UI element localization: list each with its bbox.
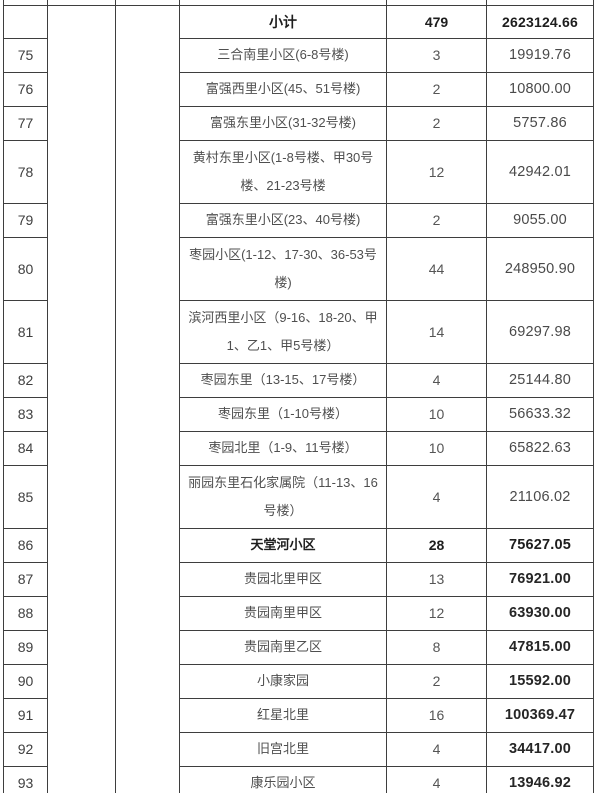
amount-cell: 25144.80 bbox=[486, 362, 594, 398]
community-name-cell: 枣园东里（13-15、17号楼） bbox=[179, 362, 387, 398]
community-name-cell: 富强西里小区(45、51号楼) bbox=[179, 71, 387, 107]
count-cell: 12 bbox=[386, 139, 487, 204]
community-name-cell: 枣园东里（1-10号楼） bbox=[179, 396, 387, 432]
row-number-cell: 84 bbox=[3, 430, 48, 466]
community-name-cell: 枣园小区(1-12、17-30、36-53号 楼) bbox=[179, 236, 387, 301]
amount-cell: 34417.00 bbox=[486, 731, 594, 767]
table-row: 75 三合南里小区(6-8号楼) 3 19919.76 bbox=[3, 37, 594, 73]
row-number-cell: 92 bbox=[3, 731, 48, 767]
count-cell: 28 bbox=[386, 527, 487, 563]
table-row: 82 枣园东里（13-15、17号楼） 4 25144.80 bbox=[3, 362, 594, 398]
count-cell: 4 bbox=[386, 362, 487, 398]
count-cell: 12 bbox=[386, 595, 487, 631]
community-name-cell: 旧宫北里 bbox=[179, 731, 387, 767]
subtotal-label-cell: 小计 bbox=[179, 4, 387, 39]
row-number-cell: 78 bbox=[3, 139, 48, 204]
count-cell: 2 bbox=[386, 202, 487, 238]
amount-cell: 5757.86 bbox=[486, 105, 594, 141]
row-number-cell: 83 bbox=[3, 396, 48, 432]
count-cell: 2 bbox=[386, 663, 487, 699]
amount-cell: 75627.05 bbox=[486, 527, 594, 563]
community-name-cell: 小康家园 bbox=[179, 663, 387, 699]
table-row: 81 滨河西里小区（9-16、18-20、甲 1、乙1、甲5号楼） 14 692… bbox=[3, 299, 594, 364]
row-number-cell: 76 bbox=[3, 71, 48, 107]
amount-cell: 19919.76 bbox=[486, 37, 594, 73]
amount-cell: 69297.98 bbox=[486, 299, 594, 364]
subtotal-count-cell: 479 bbox=[386, 4, 487, 39]
community-name-cell: 滨河西里小区（9-16、18-20、甲 1、乙1、甲5号楼） bbox=[179, 299, 387, 364]
count-cell: 3 bbox=[386, 37, 487, 73]
table-row: 78 黄村东里小区(1-8号楼、甲30号 楼、21-23号楼 12 42942.… bbox=[3, 139, 594, 204]
count-cell: 14 bbox=[386, 299, 487, 364]
count-cell: 13 bbox=[386, 561, 487, 597]
amount-cell: 76921.00 bbox=[486, 561, 594, 597]
count-cell: 4 bbox=[386, 765, 487, 793]
table-row: 91 红星北里 16 100369.47 bbox=[3, 697, 594, 733]
amount-cell: 21106.02 bbox=[486, 464, 594, 529]
table-row: 80 枣园小区(1-12、17-30、36-53号 楼) 44 248950.9… bbox=[3, 236, 594, 301]
table-row: 90 小康家园 2 15592.00 bbox=[3, 663, 594, 699]
count-cell: 2 bbox=[386, 71, 487, 107]
table-row: 76 富强西里小区(45、51号楼) 2 10800.00 bbox=[3, 71, 594, 107]
amount-cell: 47815.00 bbox=[486, 629, 594, 665]
row-number-cell: 91 bbox=[3, 697, 48, 733]
community-name-cell: 贵园南里甲区 bbox=[179, 595, 387, 631]
amount-cell: 63930.00 bbox=[486, 595, 594, 631]
row-number-cell: 89 bbox=[3, 629, 48, 665]
amount-cell: 13946.92 bbox=[486, 765, 594, 793]
row-number-cell: 75 bbox=[3, 37, 48, 73]
count-cell: 2 bbox=[386, 105, 487, 141]
community-name-cell: 黄村东里小区(1-8号楼、甲30号 楼、21-23号楼 bbox=[179, 139, 387, 204]
row-number-cell: 77 bbox=[3, 105, 48, 141]
community-name-cell: 富强东里小区(23、40号楼) bbox=[179, 202, 387, 238]
row-number-cell: 87 bbox=[3, 561, 48, 597]
amount-cell: 100369.47 bbox=[486, 697, 594, 733]
amount-cell: 56633.32 bbox=[486, 396, 594, 432]
row-number-cell: 85 bbox=[3, 464, 48, 529]
community-name-cell: 红星北里 bbox=[179, 697, 387, 733]
table-row: 93 康乐园小区 4 13946.92 bbox=[3, 765, 594, 793]
table-row: 89 贵园南里乙区 8 47815.00 bbox=[3, 629, 594, 665]
count-cell: 44 bbox=[386, 236, 487, 301]
amount-cell: 65822.63 bbox=[486, 430, 594, 466]
table-row: 87 贵园北里甲区 13 76921.00 bbox=[3, 561, 594, 597]
row-number-cell: 93 bbox=[3, 765, 48, 793]
row-number-cell: 88 bbox=[3, 595, 48, 631]
row-number-cell: 86 bbox=[3, 527, 48, 563]
count-cell: 16 bbox=[386, 697, 487, 733]
row-number-cell: 82 bbox=[3, 362, 48, 398]
merged-empty-column bbox=[47, 4, 116, 793]
community-payment-table: 小计 479 2623124.66 75 三合南里小区(6-8号楼) 3 199… bbox=[3, 0, 594, 793]
amount-cell: 248950.90 bbox=[486, 236, 594, 301]
community-name-cell: 枣园北里（1-9、11号楼） bbox=[179, 430, 387, 466]
table-row: 92 旧宫北里 4 34417.00 bbox=[3, 731, 594, 767]
count-cell: 4 bbox=[386, 464, 487, 529]
count-cell: 4 bbox=[386, 731, 487, 767]
subtotal-amount-cell: 2623124.66 bbox=[486, 4, 594, 39]
amount-cell: 9055.00 bbox=[486, 202, 594, 238]
community-name-cell: 康乐园小区 bbox=[179, 765, 387, 793]
community-name-cell: 贵园南里乙区 bbox=[179, 629, 387, 665]
merged-empty-column bbox=[115, 4, 180, 793]
community-name-cell: 天堂河小区 bbox=[179, 527, 387, 563]
count-cell: 10 bbox=[386, 396, 487, 432]
count-cell: 10 bbox=[386, 430, 487, 466]
community-name-cell: 丽园东里石化家属院（11-13、16 号楼） bbox=[179, 464, 387, 529]
subtotal-row: 小计 479 2623124.66 bbox=[3, 4, 594, 793]
row-number-cell: 79 bbox=[3, 202, 48, 238]
community-name-cell: 富强东里小区(31-32号楼) bbox=[179, 105, 387, 141]
row-number-cell: 90 bbox=[3, 663, 48, 699]
amount-cell: 42942.01 bbox=[486, 139, 594, 204]
community-name-cell: 三合南里小区(6-8号楼) bbox=[179, 37, 387, 73]
row-number-cell: 80 bbox=[3, 236, 48, 301]
count-cell: 8 bbox=[386, 629, 487, 665]
row-number-cell bbox=[3, 4, 48, 39]
table-row: 84 枣园北里（1-9、11号楼） 10 65822.63 bbox=[3, 430, 594, 466]
community-name-cell: 贵园北里甲区 bbox=[179, 561, 387, 597]
amount-cell: 15592.00 bbox=[486, 663, 594, 699]
row-number-cell: 81 bbox=[3, 299, 48, 364]
amount-cell: 10800.00 bbox=[486, 71, 594, 107]
